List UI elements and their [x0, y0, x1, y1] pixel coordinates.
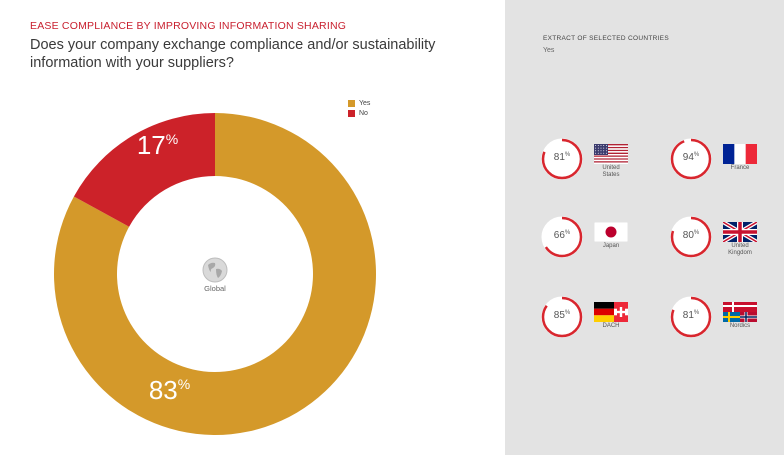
chart-question: Does your company exchange compliance an… [30, 37, 436, 71]
donut-slice-yes [53, 113, 376, 435]
country-percent-symbol: % [564, 152, 571, 158]
country-card: 80% United Kingdom [670, 216, 784, 266]
donut-label-no: 17% [137, 130, 178, 160]
country-card: 66% Japan [541, 216, 661, 266]
country-percent-symbol: % [693, 152, 700, 158]
country-ring [541, 216, 583, 258]
country-percent-value: 80 [682, 230, 694, 241]
country-percent-value: 81 [553, 152, 565, 163]
country-percent: 85% [541, 310, 583, 321]
legend-item-no: No [348, 108, 370, 118]
donut-slice-no [73, 112, 215, 227]
country-percent-value: 85 [553, 310, 565, 321]
country-percent: 81% [670, 310, 712, 321]
legend-label-no: No [359, 109, 368, 117]
donut-label-yes: 83% [149, 375, 190, 405]
section-kicker: EASE COMPLIANCE BY IMPROVING INFORMATION… [30, 20, 347, 32]
country-percent-value: 66 [553, 230, 565, 241]
country-percent: 66% [541, 230, 583, 241]
country-ring [541, 138, 583, 180]
legend-label-yes: Yes [359, 99, 371, 107]
country-name: United Kingdom [728, 243, 752, 256]
country-ring [670, 296, 712, 338]
legend-item-yes: Yes [348, 98, 370, 108]
country-percent-symbol: % [693, 310, 700, 316]
extract-subtitle: Yes [543, 47, 555, 54]
country-percent-symbol: % [564, 230, 571, 236]
country-percent-symbol: % [564, 310, 571, 316]
country-percent: 81% [541, 152, 583, 163]
country-name: Nordics [729, 323, 751, 329]
country-card: 94% France [670, 138, 784, 188]
country-percent: 94% [670, 152, 712, 163]
legend-swatch-no [348, 109, 355, 117]
main-panel: EASE COMPLIANCE BY IMPROVING INFORMATION… [30, 20, 436, 435]
country-percent-value: 81 [682, 310, 694, 321]
country-percent-symbol: % [693, 230, 700, 236]
country-name: United States [602, 165, 620, 178]
global-donut-chart: 83% 17% [53, 112, 376, 435]
country-card: 85% DACH [541, 296, 661, 346]
country-ring [541, 296, 583, 338]
country-ring [670, 216, 712, 258]
country-card: 81% Nordics [670, 296, 784, 346]
legend-swatch-yes [348, 99, 355, 107]
extract-title: EXTRACT OF SELECTED COUNTRIES [543, 35, 669, 42]
country-name: Japan [602, 243, 620, 249]
country-card: 81% United States [541, 138, 661, 188]
globe-icon [200, 256, 230, 289]
country-percent: 80% [670, 230, 712, 241]
legend: Yes No [348, 98, 370, 118]
country-ring [670, 138, 712, 180]
country-percent-value: 94 [682, 152, 694, 163]
global-label: Global [204, 284, 226, 293]
country-name: France [730, 165, 750, 171]
country-name: DACH [602, 323, 620, 329]
